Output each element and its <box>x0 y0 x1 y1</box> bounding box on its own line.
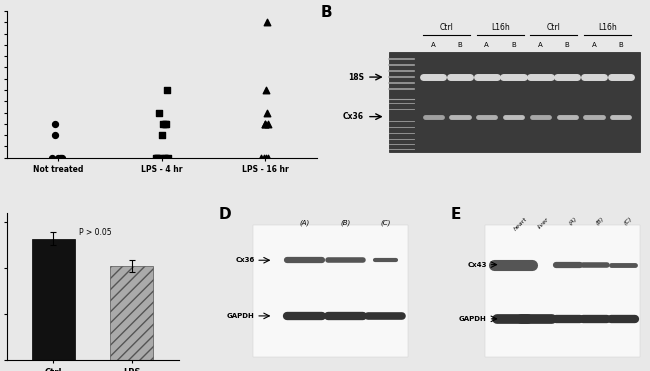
Text: (B): (B) <box>595 216 605 226</box>
Point <box>262 19 272 25</box>
Text: heart: heart <box>513 216 528 232</box>
Text: L16h: L16h <box>491 23 510 32</box>
Text: Cx36: Cx36 <box>343 112 364 121</box>
Point <box>261 155 271 161</box>
Point <box>53 155 64 161</box>
Text: A: A <box>431 42 436 48</box>
Text: D: D <box>218 207 231 223</box>
Text: 18S: 18S <box>348 73 364 82</box>
Point <box>259 121 270 127</box>
Point <box>159 121 170 127</box>
Point <box>256 155 266 161</box>
Text: B: B <box>565 42 569 48</box>
Text: B: B <box>511 42 516 48</box>
Point <box>263 155 273 161</box>
Point <box>47 155 58 161</box>
Point <box>153 155 163 161</box>
Text: (C): (C) <box>380 219 391 226</box>
Text: GAPDH: GAPDH <box>227 313 254 319</box>
Bar <box>111 266 153 360</box>
Text: (B): (B) <box>341 219 351 226</box>
Point <box>263 121 273 127</box>
FancyBboxPatch shape <box>485 225 640 357</box>
Point <box>151 155 161 161</box>
FancyBboxPatch shape <box>253 225 408 357</box>
Point <box>157 132 167 138</box>
Text: (A): (A) <box>299 219 309 226</box>
Point <box>154 109 164 115</box>
Point <box>151 155 162 161</box>
Text: liver: liver <box>537 216 550 230</box>
Text: A: A <box>592 42 596 48</box>
Point <box>262 109 272 115</box>
Text: B: B <box>320 5 332 20</box>
Text: E: E <box>450 207 461 223</box>
Text: (A): (A) <box>567 216 578 226</box>
Point <box>161 121 171 127</box>
Text: Cx36: Cx36 <box>235 257 254 263</box>
Point <box>261 87 271 93</box>
Point <box>160 155 170 161</box>
Text: Ctrl: Ctrl <box>439 23 454 32</box>
Point <box>259 121 270 127</box>
Point <box>259 155 269 161</box>
Point <box>56 155 66 161</box>
FancyBboxPatch shape <box>389 52 640 152</box>
Text: Cx43: Cx43 <box>467 262 487 267</box>
Text: P > 0.05: P > 0.05 <box>79 228 111 237</box>
Text: B: B <box>618 42 623 48</box>
Text: A: A <box>484 42 489 48</box>
Text: L16h: L16h <box>598 23 617 32</box>
Text: A: A <box>538 42 543 48</box>
Bar <box>32 239 75 360</box>
Text: GAPDH: GAPDH <box>459 316 487 322</box>
Point <box>55 155 65 161</box>
Point <box>162 87 172 93</box>
Point <box>57 155 67 161</box>
Text: Ctrl: Ctrl <box>547 23 561 32</box>
Point <box>158 121 168 127</box>
Text: B: B <box>458 42 462 48</box>
Point <box>49 121 60 127</box>
Point <box>159 155 170 161</box>
Point <box>49 132 60 138</box>
Point <box>162 155 173 161</box>
Text: (C): (C) <box>623 216 633 226</box>
